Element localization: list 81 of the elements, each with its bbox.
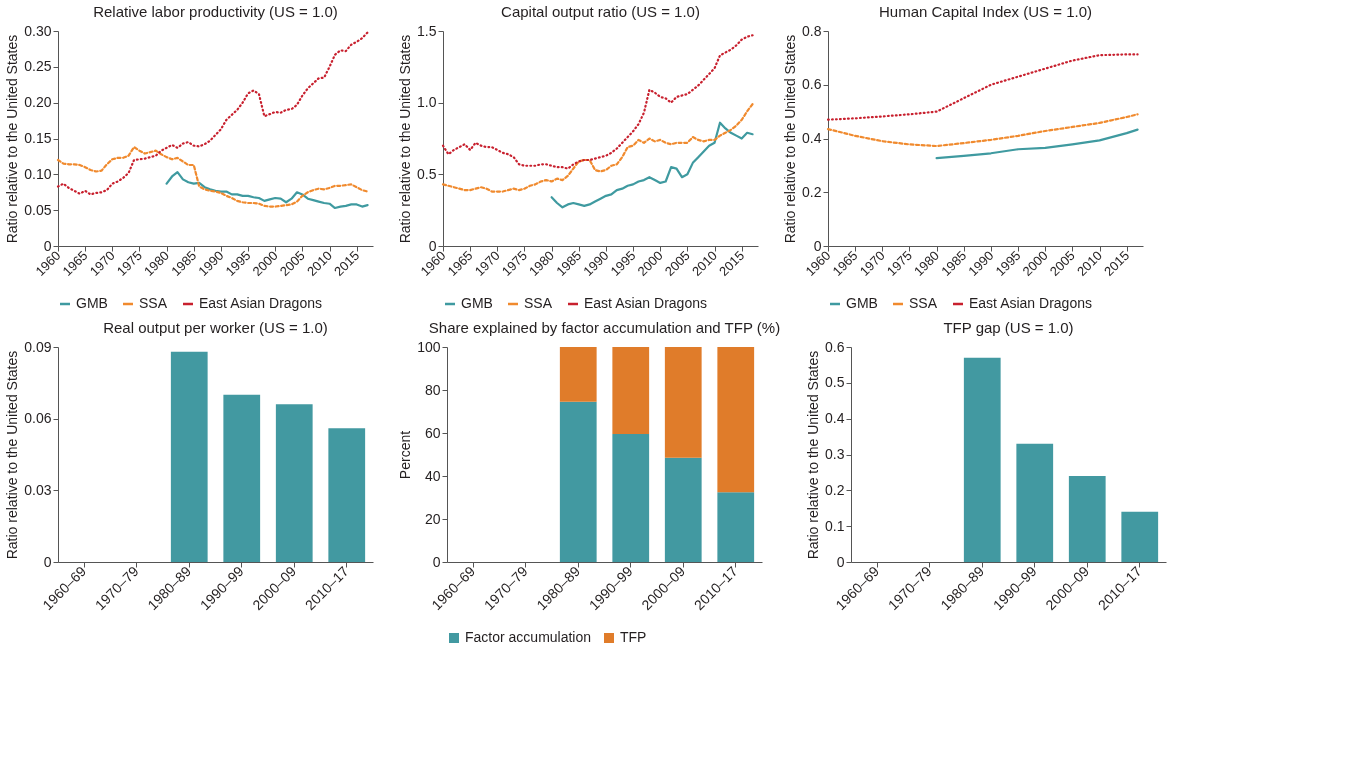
y-tick-label: 0 <box>813 237 822 254</box>
y-tick-label: 0 <box>432 553 441 570</box>
legend-label: Factor accumulation <box>465 629 592 645</box>
line-series <box>826 113 1139 148</box>
y-tick-label: 100 <box>417 338 441 355</box>
y-tick-label: 0.20 <box>24 94 52 111</box>
y-tick-label: 60 <box>424 424 441 441</box>
y-tick-label: 0.6 <box>825 338 845 355</box>
y-tick-label: 0.2 <box>802 183 822 200</box>
legend-label: GMB <box>846 295 878 311</box>
line-series <box>441 103 754 193</box>
legend-label: SSA <box>139 295 168 311</box>
legend-label: GMB <box>76 295 108 311</box>
y-axis-title: Ratio relative to the United States <box>4 34 21 244</box>
y-tick-label: 0.4 <box>802 130 822 146</box>
y-tick-label: 0 <box>43 237 52 254</box>
y-axis-title: Percent <box>397 430 414 480</box>
y-tick-label: 0.05 <box>24 201 52 218</box>
bar <box>1121 511 1159 562</box>
bar <box>559 401 597 562</box>
y-tick-label: 1.5 <box>417 22 437 39</box>
bar <box>559 347 597 402</box>
bar <box>170 351 208 562</box>
bar <box>223 394 261 562</box>
y-tick-label: 20 <box>424 510 441 527</box>
legend-label: SSA <box>909 295 938 311</box>
chart-title: Real output per worker (US = 1.0) <box>103 319 328 336</box>
y-tick-label: 0 <box>43 553 52 570</box>
y-axis-title: Ratio relative to the United States <box>805 350 822 560</box>
y-tick-label: 0.5 <box>825 374 845 391</box>
y-tick-label: 0.03 <box>24 481 52 498</box>
y-tick-label: 40 <box>424 467 441 484</box>
line-series <box>935 128 1139 160</box>
bar <box>1068 476 1106 562</box>
y-tick-label: 0.6 <box>802 76 822 93</box>
y-axis-title: Ratio relative to the United States <box>397 34 414 244</box>
bar <box>717 347 755 493</box>
chart-title: Share explained by factor accumulation and TFP (%) <box>428 319 781 336</box>
bar <box>612 347 650 435</box>
y-tick-label: 1.0 <box>417 94 437 111</box>
line-series <box>56 31 369 196</box>
y-tick-label: 0.25 <box>24 58 52 75</box>
bar <box>612 434 650 562</box>
y-tick-label: 0.3 <box>825 446 845 462</box>
y-tick-label: 0.15 <box>24 130 52 146</box>
y-axis-title: Ratio relative to the United States <box>782 34 799 244</box>
bar <box>328 428 366 562</box>
y-tick-label: 0.06 <box>24 410 52 427</box>
bar <box>275 404 313 562</box>
line-series <box>165 171 369 210</box>
line-series <box>826 53 1139 121</box>
bar <box>1016 443 1054 562</box>
chart-title: Human Capital Index (US = 1.0) <box>878 3 1093 20</box>
y-tick-label: 0 <box>428 237 437 254</box>
bar <box>664 457 702 562</box>
legend-label: East Asian Dragons <box>969 295 1092 311</box>
bar <box>717 492 755 562</box>
y-tick-label: 0 <box>836 553 845 570</box>
y-tick-label: 0.8 <box>802 22 822 39</box>
chart-title: Capital output ratio (US = 1.0) <box>501 3 700 20</box>
legend-label: SSA <box>524 295 553 311</box>
y-tick-label: 0.09 <box>24 338 52 355</box>
y-tick-label: 80 <box>424 381 441 398</box>
y-tick-label: 0.4 <box>825 410 845 427</box>
y-tick-label: 0.1 <box>825 517 845 534</box>
y-tick-label: 0.2 <box>825 481 845 498</box>
line-series <box>56 146 369 208</box>
bar <box>664 347 702 458</box>
chart-title: Relative labor productivity (US = 1.0) <box>93 3 338 20</box>
line-series <box>550 121 754 209</box>
y-axis-title: Ratio relative to the United States <box>4 350 21 560</box>
bar <box>963 357 1001 562</box>
legend-label: East Asian Dragons <box>584 295 707 311</box>
legend-label: TFP <box>620 629 647 645</box>
y-tick-label: 0.30 <box>24 22 52 39</box>
legend-label: East Asian Dragons <box>199 295 322 311</box>
chart-title: TFP gap (US = 1.0) <box>943 319 1074 336</box>
line-series <box>441 34 754 170</box>
legend-label: GMB <box>461 295 493 311</box>
y-tick-label: 0.10 <box>24 165 52 182</box>
y-tick-label: 0.5 <box>417 165 437 182</box>
